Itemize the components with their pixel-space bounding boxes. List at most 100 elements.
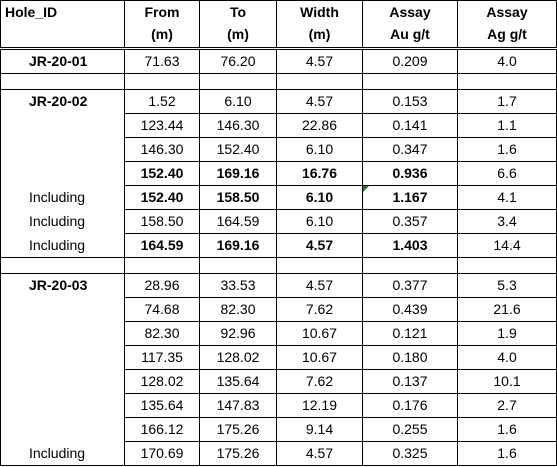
value-text: 21.6: [493, 301, 521, 317]
value-text: 146.30: [140, 141, 184, 157]
hole-cell: Including: [0, 185, 125, 210]
value-cell: 0.153: [362, 89, 458, 114]
value-cell: 0.141: [362, 113, 458, 138]
value-cell: 2.7: [457, 393, 557, 418]
value-cell: 0.347: [362, 137, 458, 162]
value-cell: 28.96: [124, 273, 200, 298]
value-cell: 175.26: [199, 441, 277, 466]
data-row: Including 164.59 169.16 4.57 1.403 14.4: [0, 233, 557, 258]
value-text: 1.167: [392, 189, 428, 205]
hole-id: JR-20-02: [29, 93, 88, 110]
value-text: 0.325: [392, 445, 428, 461]
value-cell: 1.6: [457, 441, 557, 466]
empty-cell: [276, 257, 363, 274]
value-cell: 152.40: [199, 137, 277, 162]
value-text: 169.16: [216, 237, 260, 253]
value-text: 10.67: [301, 325, 338, 341]
empty-cell: [199, 73, 277, 90]
value-cell: 0.439: [362, 297, 458, 322]
value-text: 128.02: [140, 373, 184, 389]
value-cell: 146.30: [124, 137, 200, 162]
hole-cell: [0, 137, 125, 162]
value-cell: 1.52: [124, 89, 200, 114]
header-text: From: [144, 4, 180, 20]
empty-cell: [0, 257, 125, 274]
data-row: 82.30 92.96 10.67 0.121 1.9: [0, 321, 557, 346]
row-label: Including: [29, 444, 86, 461]
value-text: 7.62: [305, 373, 334, 389]
value-text: 158.50: [140, 213, 184, 229]
value-cell: 7.62: [276, 369, 363, 394]
value-text: 71.63: [144, 53, 180, 69]
value-cell: 21.6: [457, 297, 557, 322]
value-cell: 6.10: [276, 185, 363, 210]
header-text: (m): [308, 26, 331, 42]
value-text: 4.1: [497, 189, 517, 205]
empty-cell: [457, 73, 557, 90]
value-text: 175.26: [216, 421, 260, 437]
data-row: 146.30 152.40 6.10 0.347 1.6: [0, 137, 557, 162]
data-row: JR-20-01 71.63 76.20 4.57 0.209 4.0: [0, 48, 557, 74]
value-text: 0.209: [392, 53, 428, 69]
value-cell: 0.325: [362, 441, 458, 466]
value-cell: 147.83: [199, 393, 277, 418]
value-text: 175.26: [216, 445, 260, 461]
value-cell: 74.68: [124, 297, 200, 322]
hole-id: JR-20-01: [29, 53, 88, 69]
header-text: (m): [227, 26, 249, 42]
value-text: 0.255: [392, 421, 428, 437]
value-text: 0.347: [392, 141, 428, 157]
value-cell: 164.59: [199, 209, 277, 234]
value-cell: 158.50: [199, 185, 277, 210]
hole-cell: JR-20-02: [0, 89, 125, 114]
data-row: 74.68 82.30 7.62 0.439 21.6: [0, 297, 557, 322]
value-text: 82.30: [220, 301, 256, 317]
value-text: 9.14: [305, 421, 334, 437]
row-label: Including: [29, 213, 86, 229]
separator-row: [0, 73, 557, 90]
hole-cell: JR-20-01: [0, 48, 125, 74]
header-text: Assay: [389, 4, 431, 20]
value-text: 1.6: [497, 445, 517, 461]
data-row: 166.12 175.26 9.14 0.255 1.6: [0, 417, 557, 442]
data-row: 128.02 135.64 7.62 0.137 10.1: [0, 369, 557, 394]
empty-cell: [362, 257, 458, 274]
value-cell: 0.377: [362, 273, 458, 298]
value-cell: 164.59: [124, 233, 200, 258]
value-text: 0.357: [392, 213, 428, 229]
value-cell: 82.30: [124, 321, 200, 346]
value-cell: 6.10: [276, 137, 363, 162]
value-cell: 1.6: [457, 137, 557, 162]
hole-cell: [0, 393, 125, 418]
value-cell: 0.176: [362, 393, 458, 418]
value-cell: 4.57: [276, 441, 363, 466]
value-text: 76.20: [220, 53, 256, 69]
value-text: 152.40: [140, 189, 184, 205]
header-text: Au g/t: [390, 26, 430, 42]
value-text: 147.83: [216, 397, 260, 413]
value-text: 0.377: [392, 277, 428, 293]
hole-cell: [0, 321, 125, 346]
empty-cell: [362, 73, 458, 90]
empty-cell: [199, 257, 277, 274]
value-cell: 12.19: [276, 393, 363, 418]
data-row: JR-20-03 28.96 33.53 4.57 0.377 5.3: [0, 273, 557, 298]
value-cell: 4.57: [276, 233, 363, 258]
value-cell: 10.67: [276, 321, 363, 346]
header-cell: From (m): [124, 0, 200, 50]
value-text: 170.69: [140, 445, 184, 461]
value-text: 4.0: [497, 53, 517, 69]
value-text: 4.57: [305, 237, 334, 253]
value-cell: 82.30: [199, 297, 277, 322]
value-cell: 92.96: [199, 321, 277, 346]
value-cell: 0.209: [362, 48, 458, 74]
value-text: 22.86: [301, 117, 338, 133]
value-text: 1.9: [497, 325, 517, 341]
value-text: 92.96: [220, 325, 256, 341]
hole-cell: [0, 345, 125, 370]
value-text: 6.10: [305, 141, 334, 157]
hole-cell: [0, 369, 125, 394]
value-text: 164.59: [140, 237, 184, 253]
value-text: 164.59: [216, 213, 260, 229]
value-cell: 7.62: [276, 297, 363, 322]
